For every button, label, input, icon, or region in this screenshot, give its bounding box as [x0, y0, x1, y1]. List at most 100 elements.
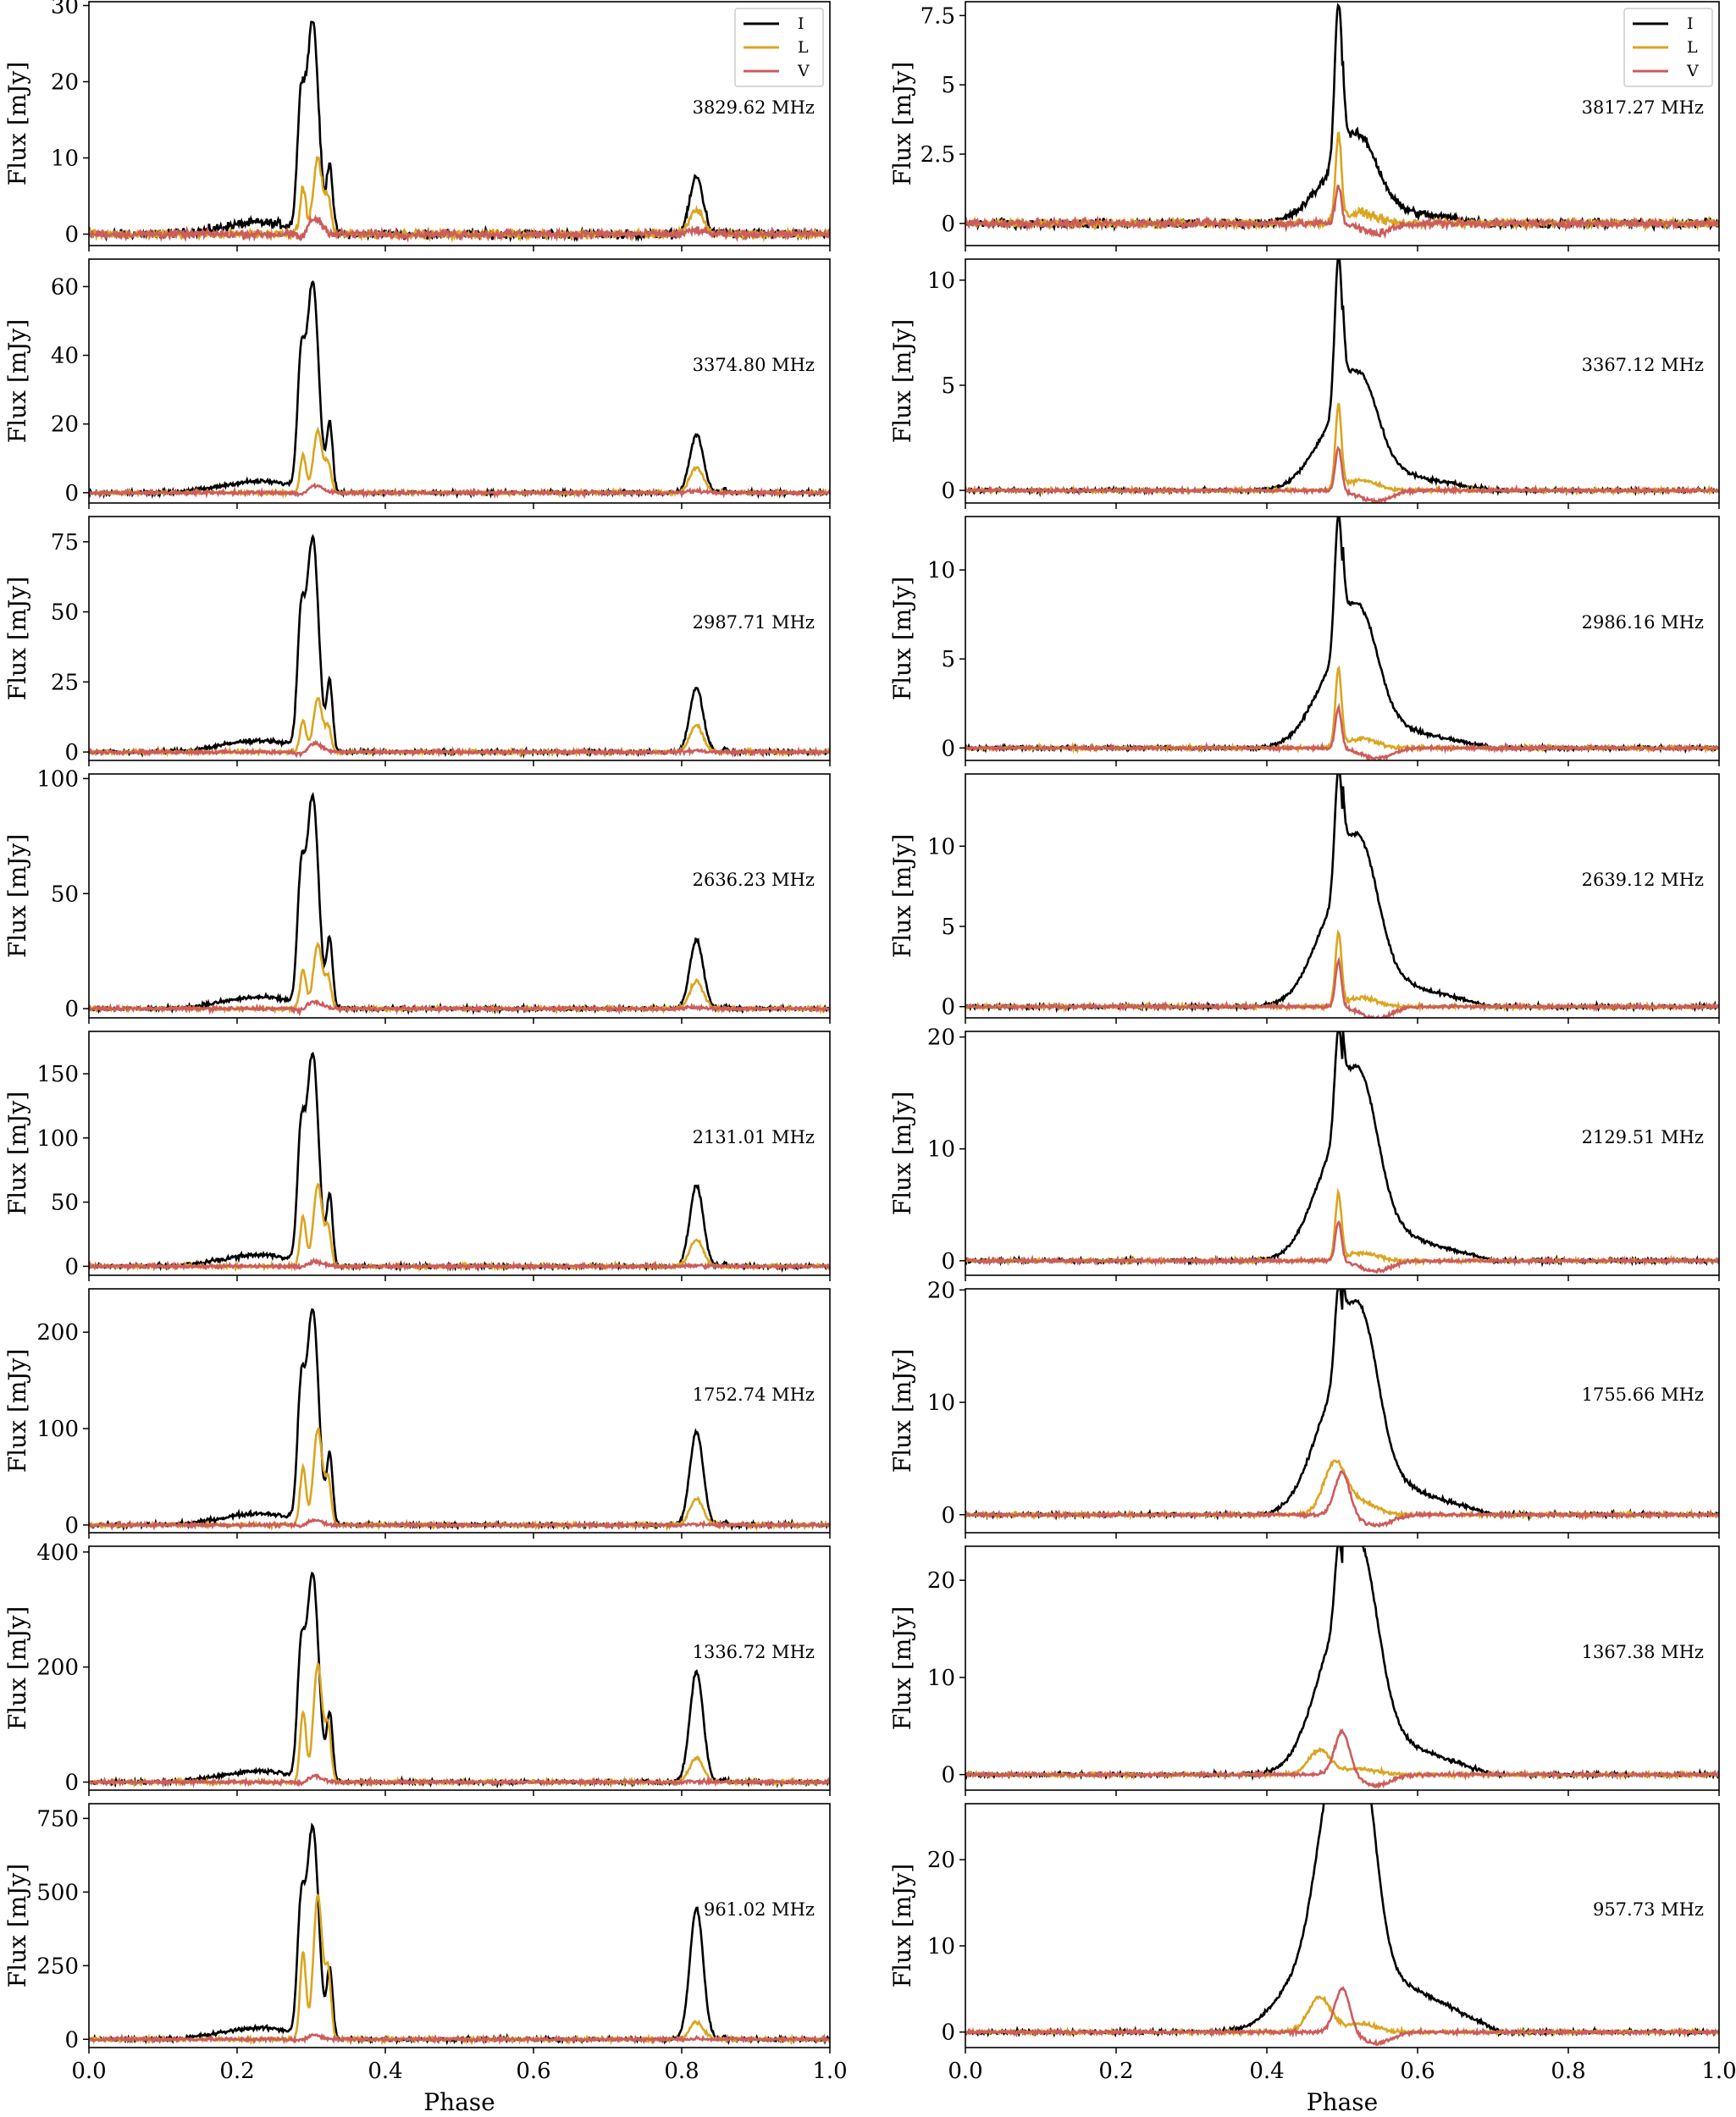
y-tick-label: 20: [51, 412, 79, 438]
legend: ILV: [734, 8, 824, 87]
axes-frame: [965, 1545, 1720, 1791]
series-v-line: [965, 956, 1719, 1018]
series-i-line: [89, 1571, 830, 1789]
panel-right-4: 0 10 20 Flux [mJy] 2129.51 MHz: [888, 1025, 1720, 1281]
series-v-line: [89, 1517, 830, 1532]
y-tick-label: 0: [941, 995, 955, 1020]
y-axis-label: Flux [mJy]: [888, 1349, 916, 1473]
y-tick-label: 40: [51, 344, 79, 369]
series-l-line: [965, 1994, 1719, 2038]
legend-label-i: I: [798, 14, 804, 33]
series-v-line: [965, 1986, 1719, 2047]
series-l-line: [965, 1187, 1719, 1267]
panel-right-3: 0 5 10 Flux [mJy] 2639.12 MHz: [888, 773, 1720, 1024]
y-axis-label: Flux [mJy]: [888, 834, 916, 959]
y-tick-label: 0: [941, 212, 955, 237]
axes-frame: [965, 1, 1720, 246]
y-tick-label: 50: [51, 600, 79, 626]
x-tick-label: 1.0: [1701, 2059, 1736, 2084]
y-axis-label: Flux [mJy]: [888, 62, 916, 186]
series-i-line: [89, 792, 830, 1015]
x-tick-label: 0.4: [1249, 2059, 1284, 2084]
y-tick-label: 7.5: [921, 3, 955, 29]
y-tick-label: 0: [941, 1249, 955, 1274]
x-tick-label: 0.2: [219, 2059, 254, 2084]
y-axis-label: Flux [mJy]: [3, 834, 31, 959]
y-axis-label: Flux [mJy]: [888, 1092, 916, 1216]
panel-right-0: 0 2.5 5 7.5 Flux [mJy] 3817.27 MHz ILV: [888, 1, 1720, 251]
frequency-label: 2986.16 MHz: [1582, 612, 1704, 633]
axes-frame: [88, 516, 831, 761]
x-tick-label: 0.6: [1400, 2059, 1435, 2084]
y-tick-label: 5: [941, 915, 955, 940]
series-v-line: [965, 702, 1719, 760]
axes-frame: [88, 1, 831, 246]
y-axis-label: Flux [mJy]: [888, 1606, 916, 1731]
axes-frame: [965, 1031, 1720, 1276]
legend-label-v: V: [1686, 62, 1699, 80]
y-axis-label: Flux [mJy]: [888, 577, 916, 701]
legend-label-i: I: [1687, 14, 1694, 33]
y-tick-label: 50: [51, 1191, 79, 1216]
y-tick-label: 100: [36, 1126, 79, 1152]
series-v-line: [965, 1220, 1719, 1274]
y-tick-label: 400: [36, 1540, 79, 1566]
frequency-label: 2639.12 MHz: [1582, 870, 1704, 890]
series-i-line: [89, 533, 830, 759]
y-tick-label: 20: [927, 1568, 955, 1594]
y-tick-label: 0: [64, 740, 79, 766]
series-i-line: [89, 1822, 830, 2046]
y-tick-label: 10: [927, 558, 955, 583]
series-v-line: [965, 185, 1719, 240]
frequency-label: 1367.38 MHz: [1582, 1642, 1704, 1662]
legend-label-l: L: [798, 38, 809, 57]
axes-frame: [88, 1803, 831, 2048]
y-tick-label: 20: [51, 70, 79, 96]
y-tick-label: 2.5: [921, 142, 955, 168]
y-tick-label: 10: [927, 1934, 955, 1959]
y-tick-label: 20: [927, 1848, 955, 1873]
y-axis-label: Flux [mJy]: [3, 1092, 31, 1216]
series-l-line: [89, 1661, 830, 1788]
axes-frame: [965, 1288, 1720, 1534]
frequency-label: 1755.66 MHz: [1582, 1385, 1704, 1405]
series-v-line: [965, 445, 1719, 503]
frequency-label: 961.02 MHz: [704, 1899, 815, 1920]
series-v-line: [89, 999, 830, 1017]
frequency-label: 1752.74 MHz: [693, 1385, 815, 1405]
y-tick-label: 0: [64, 481, 79, 506]
x-axis-label: Phase: [423, 2088, 495, 2116]
x-axis-label: Phase: [1307, 2088, 1379, 2116]
frequency-label: 1336.72 MHz: [693, 1642, 815, 1662]
frequency-label: 2129.51 MHz: [1582, 1127, 1704, 1147]
y-tick-label: 10: [51, 146, 79, 172]
y-tick-label: 250: [36, 1954, 79, 1979]
frequency-label: 3829.62 MHz: [693, 97, 815, 118]
y-tick-label: 0: [64, 1254, 79, 1280]
y-tick-label: 0: [64, 1513, 79, 1539]
frequency-label: 2987.71 MHz: [693, 612, 815, 633]
y-axis-label: Flux [mJy]: [3, 1606, 31, 1731]
y-tick-label: 0: [941, 2020, 955, 2046]
y-tick-label: 0: [64, 223, 79, 248]
panel-left-1: 0 20 40 60 Flux [mJy] 3374.80 MHz: [3, 258, 831, 509]
series-v-line: [89, 213, 830, 243]
frequency-label: 2131.01 MHz: [693, 1127, 815, 1147]
y-axis-label: Flux [mJy]: [3, 319, 31, 444]
series-i-line: [89, 20, 830, 243]
y-tick-label: 5: [941, 73, 955, 98]
axes-frame: [88, 1031, 831, 1276]
axes-frame: [965, 258, 1720, 504]
series-i-line: [89, 279, 830, 500]
x-tick-label: 0.0: [948, 2059, 982, 2084]
x-tick-label: 0.0: [71, 2059, 106, 2084]
y-tick-label: 5: [941, 373, 955, 399]
series-l-line: [965, 1746, 1719, 1781]
y-tick-label: 10: [927, 1666, 955, 1691]
series-l-line: [89, 942, 830, 1015]
y-tick-label: 200: [36, 1655, 79, 1681]
series-l-line: [89, 426, 830, 500]
panel-right-5: 0 10 20 Flux [mJy] 1755.66 MHz: [888, 1278, 1720, 1539]
